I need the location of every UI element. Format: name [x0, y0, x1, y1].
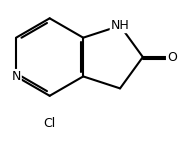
Text: O: O [167, 51, 177, 64]
Text: Cl: Cl [44, 117, 56, 130]
Text: NH: NH [111, 19, 129, 32]
Text: N: N [11, 70, 21, 83]
